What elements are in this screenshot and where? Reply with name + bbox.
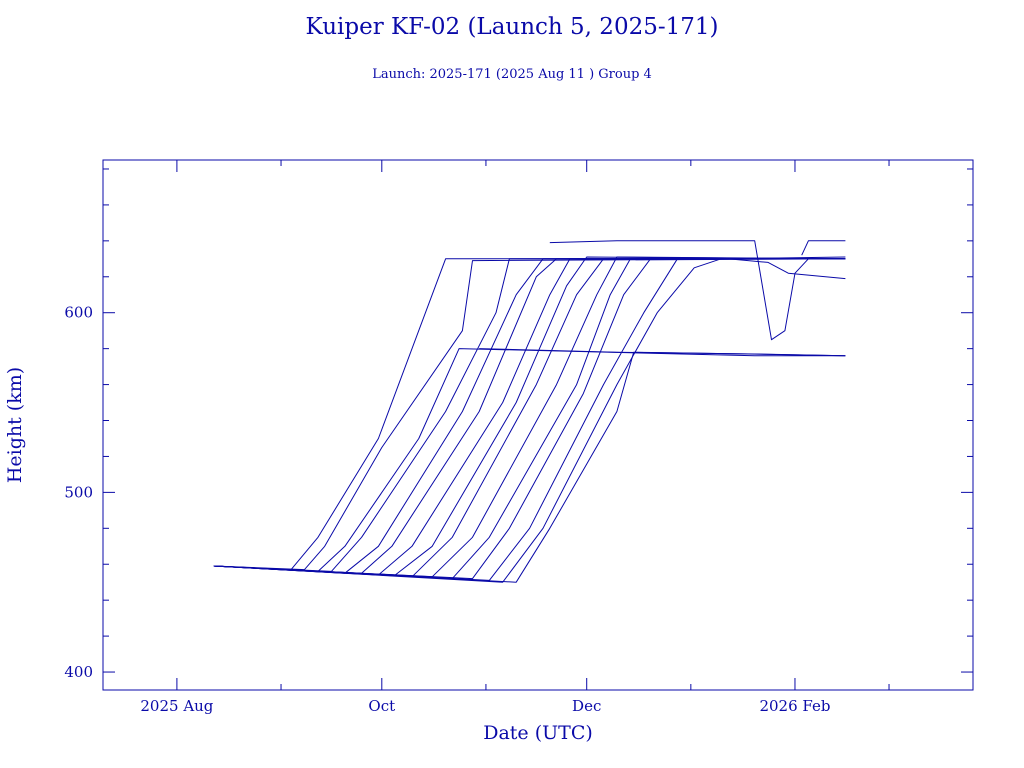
series-line-19	[801, 240, 846, 256]
plot-frame	[102, 159, 974, 691]
x-axis-label: Date (UTC)	[483, 722, 593, 744]
chart-title: Kuiper KF-02 (Launch 5, 2025-171)	[305, 14, 719, 40]
x-tick-label: Oct	[368, 697, 395, 715]
x-tick-label: 2026 Feb	[759, 697, 830, 715]
x-tick-label: 2025 Aug	[140, 697, 213, 715]
y-tick-label: 500	[64, 483, 93, 501]
series-line-16	[479, 348, 846, 357]
y-axis-label: Height (km)	[4, 367, 26, 483]
series-line-13	[213, 258, 846, 581]
series-line-18	[549, 240, 809, 341]
series-line-12	[213, 258, 846, 580]
series-line-17	[650, 258, 846, 280]
series-line-1	[213, 258, 846, 571]
series-line-14	[213, 256, 846, 583]
x-tick-label: Dec	[572, 697, 601, 715]
series-line-2	[213, 258, 846, 571]
chart-subtitle: Launch: 2025-171 (2025 Aug 11 ) Group 4	[372, 67, 652, 82]
series-line-3	[213, 348, 846, 572]
series-lines	[213, 240, 846, 583]
series-line-4	[213, 258, 846, 572]
y-tick-label: 600	[64, 304, 93, 322]
series-line-5	[213, 258, 846, 574]
series-line-11	[213, 258, 846, 580]
y-tick-label: 400	[64, 663, 93, 681]
axis-ticks: 2025 Aug Oct Dec 2026 Feb 400 500 600	[64, 160, 973, 715]
series-line-6	[213, 258, 846, 574]
